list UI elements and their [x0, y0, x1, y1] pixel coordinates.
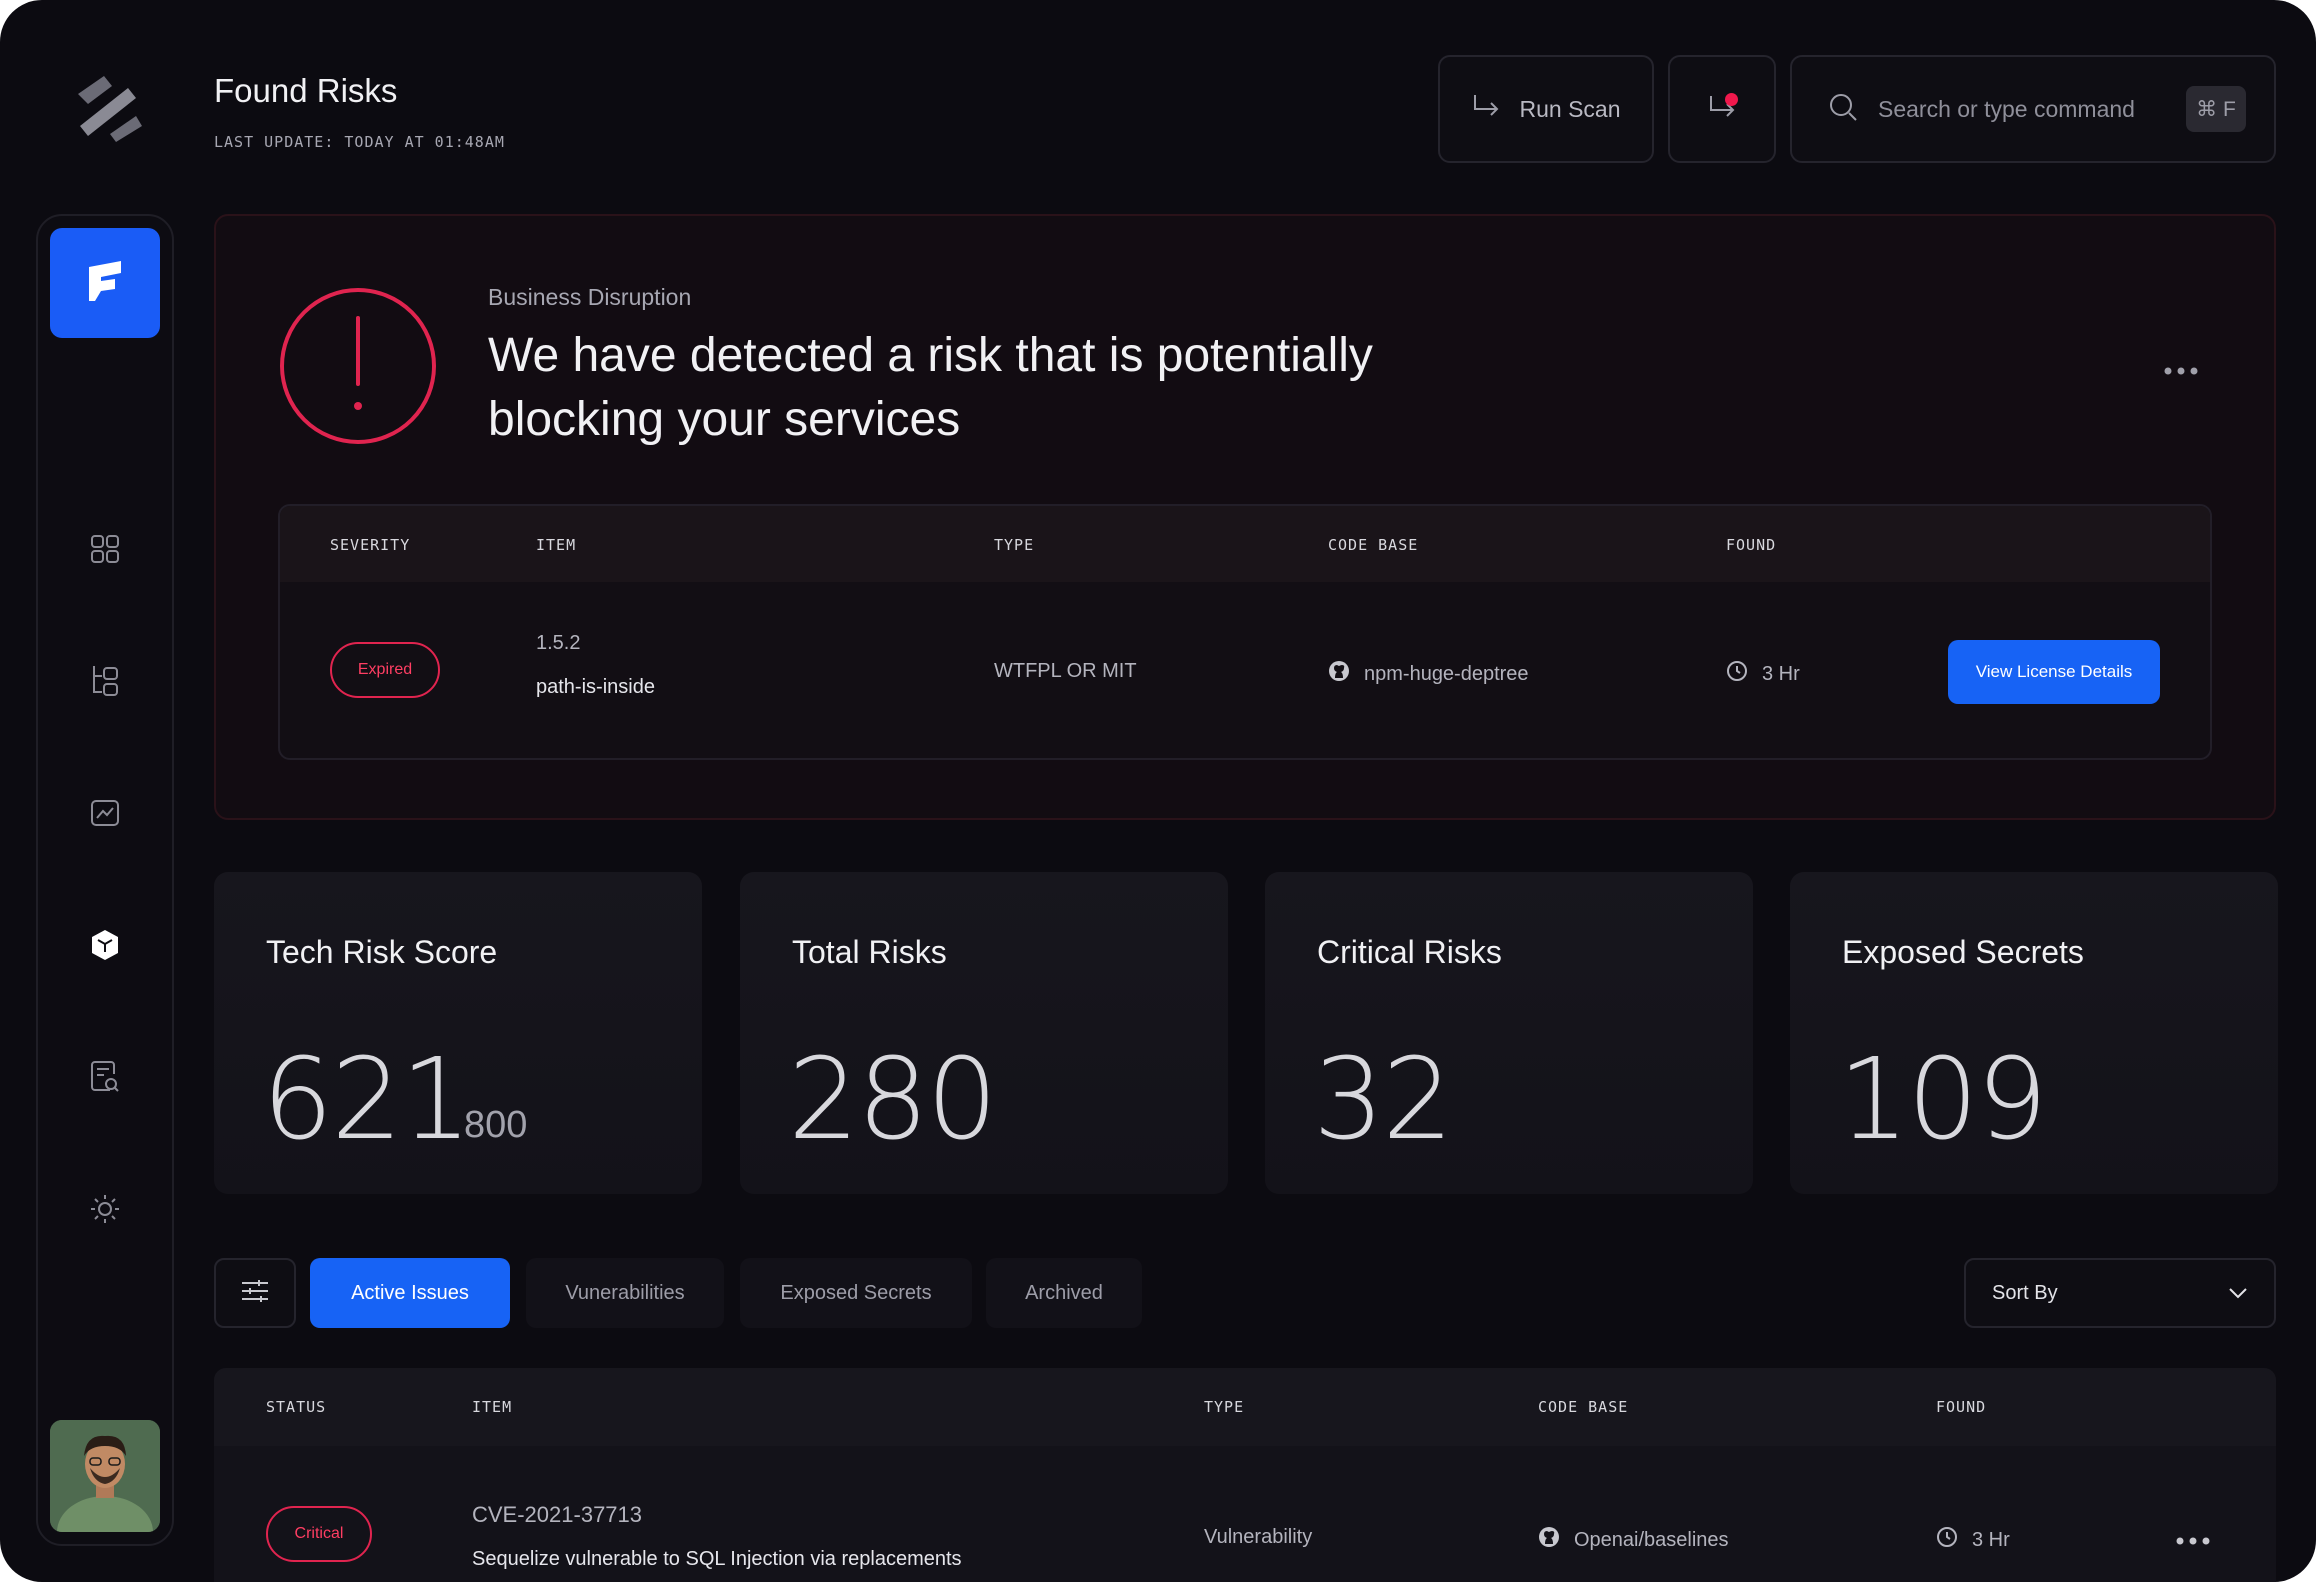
tab-vulnerabilities[interactable]: Vunerabilities: [526, 1258, 724, 1328]
column-header: SEVERITY: [330, 536, 411, 554]
code-base: npm-huge-deptree: [1328, 660, 1529, 688]
column-header: STATUS: [266, 1398, 327, 1416]
stat-value: 621: [262, 1035, 472, 1165]
alert-table: SEVERITY ITEM TYPE CODE BASE FOUND Expir…: [278, 504, 2212, 760]
more-options-icon[interactable]: [2176, 1532, 2210, 1550]
column-header: CODE BASE: [1328, 536, 1419, 554]
item-type: WTFPL OR MIT: [994, 660, 1137, 682]
notifications-button[interactable]: [1668, 55, 1776, 163]
page-title: Found Risks: [214, 72, 398, 109]
stat-card-critical-risks: Critical Risks 32: [1265, 872, 1753, 1194]
notification-dot: [1725, 93, 1738, 106]
run-scan-button[interactable]: Run Scan: [1438, 55, 1654, 163]
sidebar-item-analytics[interactable]: [70, 780, 140, 850]
more-options-icon[interactable]: [2164, 362, 2198, 380]
issue-description: Sequelize vulnerable to SQL Injection vi…: [472, 1548, 962, 1570]
found-time: 3 Hr: [1726, 660, 1800, 688]
logo-icon: [70, 74, 146, 142]
search-input[interactable]: Search or type command: [1878, 95, 2135, 122]
clock-icon: [1726, 660, 1748, 688]
table-header: STATUS ITEM TYPE CODE BASE FOUND: [214, 1368, 2276, 1446]
clock-icon: [1936, 1526, 1958, 1554]
chevron-down-icon: [2228, 1282, 2248, 1305]
stat-label: Total Risks: [792, 934, 947, 970]
search-icon: [1828, 92, 1858, 127]
keyboard-shortcut-badge: ⌘ F: [2186, 86, 2246, 132]
sort-by-dropdown[interactable]: Sort By: [1964, 1258, 2276, 1328]
stat-label: Tech Risk Score: [266, 934, 498, 970]
last-update-text: LAST UPDATE: TODAY AT 01:48AM: [214, 133, 505, 151]
code-base: Openai/baselines: [1538, 1526, 1729, 1554]
tab-archived[interactable]: Archived: [986, 1258, 1142, 1328]
column-header: FOUND: [1936, 1398, 1987, 1416]
stat-card-exposed-secrets: Exposed Secrets 109: [1790, 872, 2278, 1194]
stat-label: Critical Risks: [1317, 934, 1502, 970]
sidebar-item-dashboard[interactable]: [70, 516, 140, 586]
item-name: path-is-inside: [536, 676, 655, 698]
column-header: TYPE: [994, 536, 1035, 554]
column-header: TYPE: [1204, 1398, 1245, 1416]
code-base-label: Openai/baselines: [1574, 1528, 1729, 1551]
status-badge: Critical: [266, 1506, 372, 1562]
sort-by-label: Sort By: [1992, 1281, 2058, 1304]
sidebar-item-reports[interactable]: [70, 1044, 140, 1114]
column-header: CODE BASE: [1538, 1398, 1629, 1416]
warning-icon: [278, 286, 438, 446]
issues-table: STATUS ITEM TYPE CODE BASE FOUND Critica…: [214, 1368, 2276, 1582]
dashboard-grid-icon: [90, 534, 120, 569]
filter-button[interactable]: [214, 1258, 296, 1328]
tab-active-issues[interactable]: Active Issues: [310, 1258, 510, 1328]
sidebar: [36, 214, 174, 1546]
brand-flag-icon: [85, 259, 125, 308]
risk-alert-card: Business Disruption We have detected a r…: [214, 214, 2276, 820]
found-time: 3 Hr: [1936, 1526, 2010, 1554]
run-scan-label: Run Scan: [1519, 95, 1621, 122]
github-icon: [1328, 660, 1350, 688]
column-header: FOUND: [1726, 536, 1777, 554]
return-arrow-icon: [1471, 93, 1501, 125]
sidebar-item-settings[interactable]: [70, 1176, 140, 1246]
column-header: ITEM: [536, 536, 577, 554]
sidebar-item-hierarchy[interactable]: [70, 648, 140, 718]
package-cube-icon: [90, 929, 120, 966]
user-avatar[interactable]: [50, 1420, 160, 1532]
stat-value: 109: [1838, 1035, 2048, 1165]
table-header: SEVERITY ITEM TYPE CODE BASE FOUND: [280, 506, 2210, 582]
sliders-icon: [241, 1279, 269, 1308]
sidebar-item-packages[interactable]: [70, 912, 140, 982]
issue-type: Vulnerability: [1204, 1526, 1313, 1548]
stat-card-tech-risk-score: Tech Risk Score 621 800: [214, 872, 702, 1194]
document-search-icon: [90, 1060, 120, 1099]
tab-exposed-secrets[interactable]: Exposed Secrets: [740, 1258, 972, 1328]
found-label: 3 Hr: [1972, 1528, 2010, 1551]
github-icon: [1538, 1526, 1560, 1554]
stat-value: 280: [788, 1035, 998, 1165]
hierarchy-icon: [90, 664, 120, 703]
alert-title: We have detected a risk that is potentia…: [488, 329, 1373, 446]
settings-sun-icon: [89, 1193, 121, 1230]
code-base-label: npm-huge-deptree: [1364, 662, 1529, 685]
alert-category: Business Disruption: [488, 284, 692, 310]
view-license-details-button[interactable]: View License Details: [1948, 640, 2160, 704]
item-version: 1.5.2: [536, 632, 581, 654]
stat-value: 32: [1313, 1035, 1454, 1165]
stat-card-total-risks: Total Risks 280: [740, 872, 1228, 1194]
search-bar[interactable]: Search or type command ⌘ F: [1790, 55, 2276, 163]
analytics-chart-icon: [90, 798, 120, 833]
stat-max-value: 800: [464, 1104, 528, 1146]
issue-id: CVE-2021-37713: [472, 1502, 643, 1527]
status-badge: Expired: [330, 642, 440, 698]
found-label: 3 Hr: [1762, 662, 1800, 685]
sidebar-item-home[interactable]: [50, 228, 160, 338]
stat-label: Exposed Secrets: [1842, 934, 2084, 970]
column-header: ITEM: [472, 1398, 513, 1416]
